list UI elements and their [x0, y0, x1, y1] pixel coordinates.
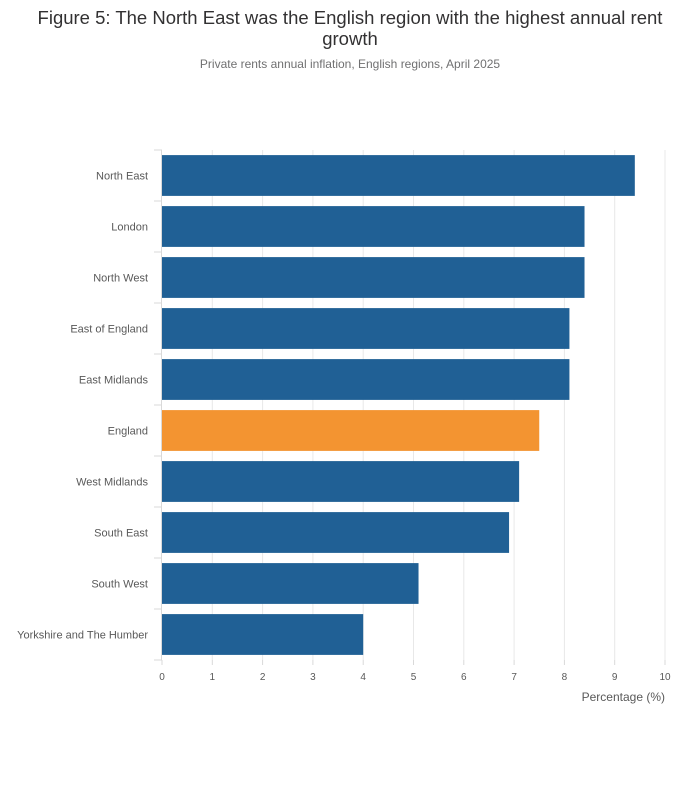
x-tick-label: 2	[260, 672, 266, 683]
x-tick-label: 3	[310, 672, 316, 683]
x-tick-label: 5	[411, 672, 417, 683]
x-tick-label: 7	[511, 672, 517, 683]
bar	[162, 512, 510, 553]
x-tick-label: 1	[210, 672, 216, 683]
x-tick-label: 0	[159, 672, 165, 683]
bar	[162, 308, 570, 349]
axes	[154, 149, 666, 665]
x-tick-label: 8	[562, 672, 568, 683]
category-label: East Midlands	[79, 375, 149, 387]
bar	[162, 563, 419, 604]
category-label: London	[111, 222, 148, 234]
category-label: Yorkshire and The Humber	[17, 630, 148, 642]
bar	[162, 206, 585, 247]
category-label: East of England	[70, 324, 148, 336]
bar	[162, 410, 540, 451]
bar	[162, 614, 364, 655]
category-label: North West	[93, 273, 148, 285]
x-tick-label: 9	[612, 672, 618, 683]
x-tick-label: 6	[461, 672, 467, 683]
bars	[162, 155, 635, 655]
x-axis-title: Percentage (%)	[582, 690, 665, 704]
bar	[162, 461, 520, 502]
x-tick-label: 10	[659, 672, 671, 683]
category-label: North East	[96, 171, 148, 183]
bar	[162, 155, 635, 196]
chart-title: Figure 5: The North East was the English…	[37, 7, 663, 49]
bar	[162, 257, 585, 298]
labels: 0 1 2 3 4 5 6 7 8 9 10 North East London North West Ea…	[17, 171, 671, 684]
category-label: South East	[94, 528, 148, 540]
x-tick-label: 4	[360, 672, 366, 683]
bar	[162, 359, 570, 400]
chart-subtitle: Private rents annual inflation, English …	[199, 57, 501, 71]
category-label: South West	[91, 579, 148, 591]
category-label: England	[108, 426, 148, 438]
category-label: West Midlands	[76, 477, 148, 489]
